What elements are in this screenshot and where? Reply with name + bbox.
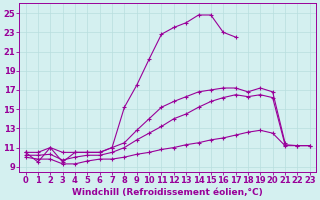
X-axis label: Windchill (Refroidissement éolien,°C): Windchill (Refroidissement éolien,°C): [72, 188, 263, 197]
